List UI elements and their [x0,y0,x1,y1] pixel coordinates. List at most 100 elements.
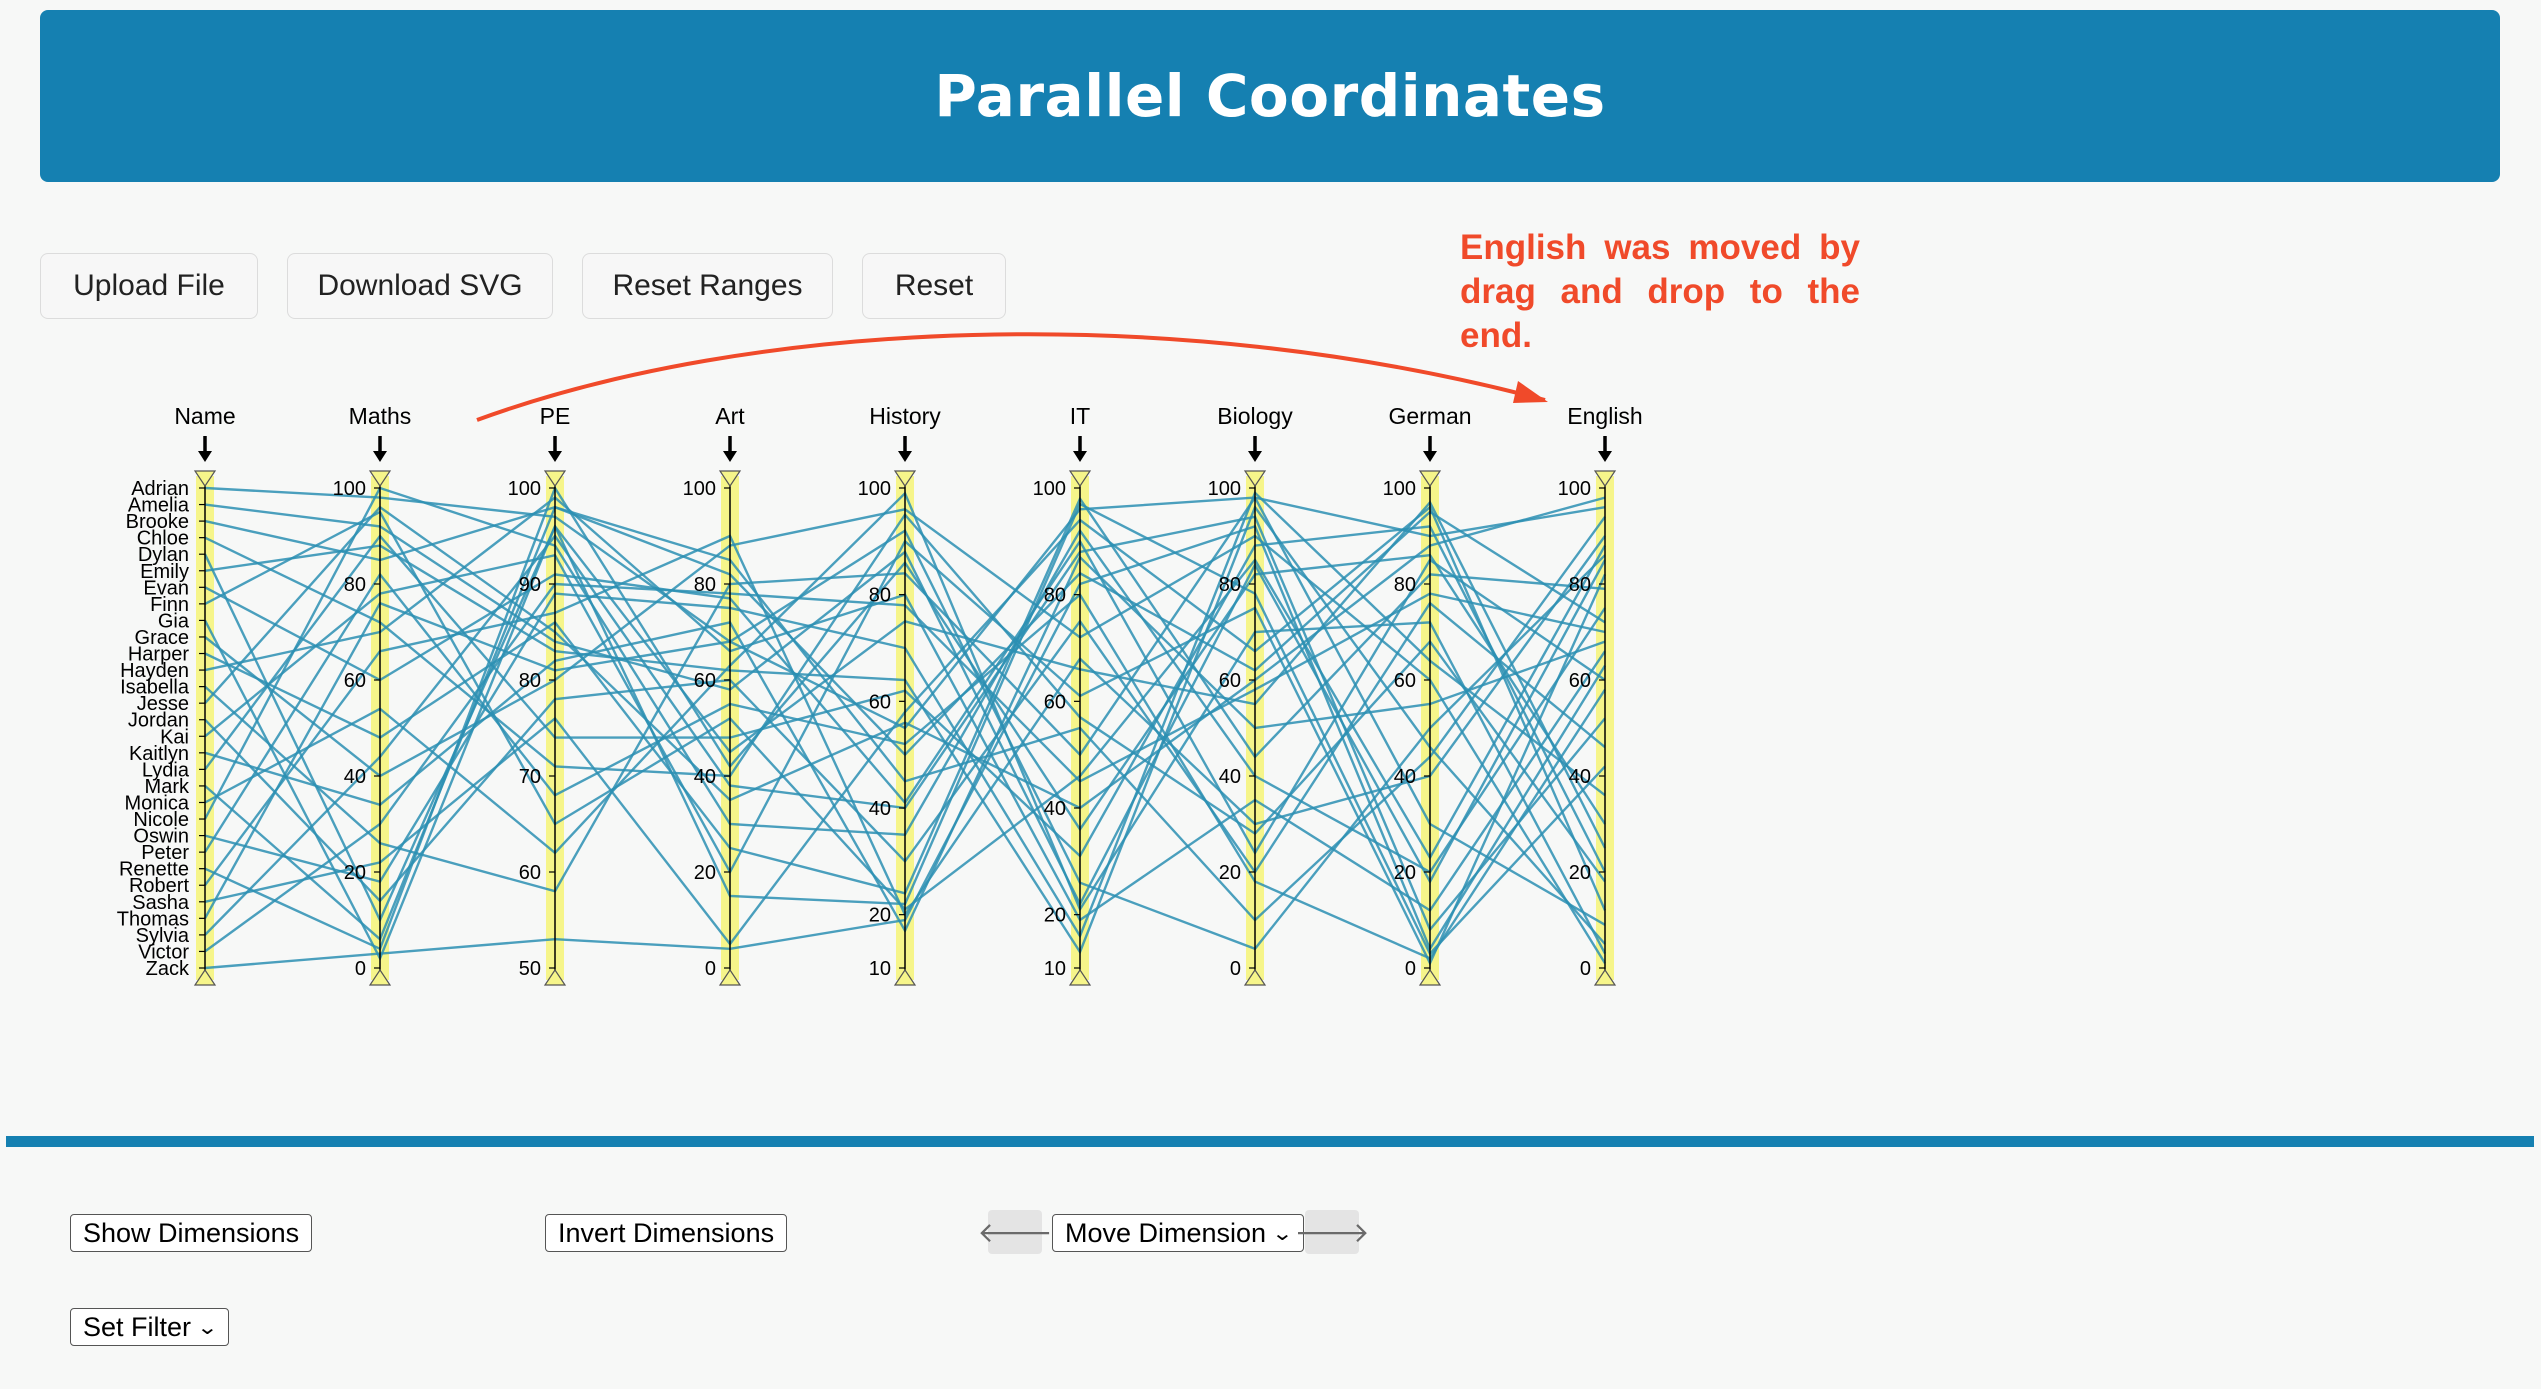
arrow-left-icon: 🡐 [977,1217,1053,1248]
sort-arrowhead-icon [723,451,737,462]
tick-label: 80 [869,585,891,607]
move-dimension-label: Move Dimension [1065,1217,1267,1248]
tick-label: 100 [1383,478,1416,500]
brush-bottom-handle-icon[interactable] [368,968,392,986]
arrow-right-icon: 🡒 [1294,1217,1370,1248]
tick-label: 0 [355,958,366,980]
axis-title-maths[interactable]: Maths [349,403,412,429]
tick-label: Gia [158,610,190,632]
axis-german[interactable]: German 0 20 40 60 80 100 [1383,403,1472,986]
axis-maths[interactable]: Maths 0 20 40 60 80 100 [333,403,412,986]
tick-label: 0 [705,958,716,980]
tick-label: Sylvia [136,925,190,947]
tick-label: Amelia [128,495,190,517]
brush-bottom-handle-icon[interactable] [893,968,917,986]
tick-label: 20 [1044,905,1066,927]
axis-title-english[interactable]: English [1567,403,1642,429]
set-filter-label: Set Filter [83,1311,192,1342]
axis-title-it[interactable]: IT [1070,403,1090,429]
axis-biology[interactable]: Biology 0 20 40 60 80 100 [1208,403,1294,986]
tick-label: 40 [1044,798,1066,820]
annotation-arrow [476,332,1546,422]
brush-bottom-handle-icon[interactable] [1418,968,1442,986]
brush-top-handle-icon[interactable] [1068,470,1092,488]
tick-label: 100 [1558,478,1591,500]
move-dimension-select[interactable]: Move Dimension ⌄ [1052,1214,1304,1252]
move-left-button[interactable]: 🡐 [977,1210,1053,1254]
brush-bottom-handle-icon[interactable] [1068,968,1092,986]
brush-bottom-handle-icon[interactable] [193,968,217,986]
axis-title-biology[interactable]: Biology [1217,403,1293,429]
tick-label: 20 [869,905,891,927]
axis-title-history[interactable]: History [869,403,941,429]
brush-top-handle-icon[interactable] [543,470,567,488]
upload-file-button[interactable]: Upload File [40,253,258,319]
sort-arrowhead-icon [1073,451,1087,462]
page-title: Parallel Coordinates [934,62,1606,130]
tick-label: Emily [140,561,189,583]
tick-label: Nicole [133,809,189,831]
brush-bottom-handle-icon[interactable] [543,968,567,986]
tick-label: 0 [1230,958,1241,980]
tick-label: Chloe [137,528,189,550]
sort-arrowhead-icon [548,451,562,462]
tick-label: Peter [141,842,189,864]
move-right-button[interactable]: 🡒 [1294,1210,1370,1254]
axis-name[interactable]: Name AdrianAmeliaBrookeChloeDylanEmilyEva… [117,403,236,986]
brush-top-handle-icon[interactable] [1593,470,1617,488]
tick-label: 20 [1394,862,1416,884]
tick-label: 40 [869,798,891,820]
tick-label: 40 [694,766,716,788]
brush-top-handle-icon[interactable] [368,470,392,488]
brush-bottom-handle-icon[interactable] [1593,968,1617,986]
brush-top-handle-icon[interactable] [1418,470,1442,488]
tick-label: Victor [138,941,189,963]
show-dimensions-button[interactable]: Show Dimensions [70,1214,313,1252]
tick-label: 100 [333,478,366,500]
axis-history[interactable]: History 10 20 40 60 80 100 [858,403,942,986]
brush-top-handle-icon[interactable] [1243,470,1267,488]
tick-label: 50 [519,958,541,980]
tick-label: 40 [344,766,366,788]
brush-top-handle-icon[interactable] [718,470,742,488]
axis-pe[interactable]: PE 50 60 70 80 90 100 [508,403,571,986]
axis-title-name[interactable]: Name [174,403,235,429]
brush-bottom-handle-icon[interactable] [1243,968,1267,986]
axis-art[interactable]: Art 0 20 40 60 80 100 [683,403,746,986]
tick-label: 40 [1394,766,1416,788]
app-header: Parallel Coordinates [40,10,2500,182]
tick-label: 20 [694,862,716,884]
tick-label: Oswin [133,826,189,848]
tick-label: Kai [160,726,189,748]
chevron-down-icon: ⌄ [1271,1222,1294,1245]
brush-top-handle-icon[interactable] [893,470,917,488]
tick-label: 90 [519,574,541,596]
tick-label: 40 [1219,766,1241,788]
invert-dimensions-button[interactable]: Invert Dimensions [545,1214,788,1252]
download-svg-button[interactable]: Download SVG [287,253,553,319]
axis-title-german[interactable]: German [1388,403,1471,429]
tick-label: 80 [1219,574,1241,596]
annotation-arrowhead [1513,381,1548,403]
reset-button[interactable]: Reset [862,253,1006,319]
brush-top-handle-icon[interactable] [193,470,217,488]
axis-english[interactable]: English 0 20 40 60 80 100 [1558,403,1643,986]
axis-it[interactable]: IT 10 20 40 60 80 100 [1033,403,1092,986]
section-divider [6,1136,2534,1147]
axis-title-pe[interactable]: PE [540,403,571,429]
tick-label: Renette [119,859,189,881]
tick-label: 60 [1394,670,1416,692]
axis-title-art[interactable]: Art [715,403,745,429]
tick-label: Lydia [142,759,190,781]
tick-label: Jordan [128,710,189,732]
tick-label: Sasha [132,892,190,914]
brush-bottom-handle-icon[interactable] [718,968,742,986]
tick-label: 60 [694,670,716,692]
reset-ranges-button[interactable]: Reset Ranges [582,253,833,319]
tick-label: Adrian [131,478,189,500]
tick-label: Brooke [126,511,189,533]
tick-label: 80 [694,574,716,596]
tick-label: Mark [145,776,190,798]
tick-label: Zack [146,958,190,980]
set-filter-select[interactable]: Set Filter ⌄ [70,1308,229,1346]
